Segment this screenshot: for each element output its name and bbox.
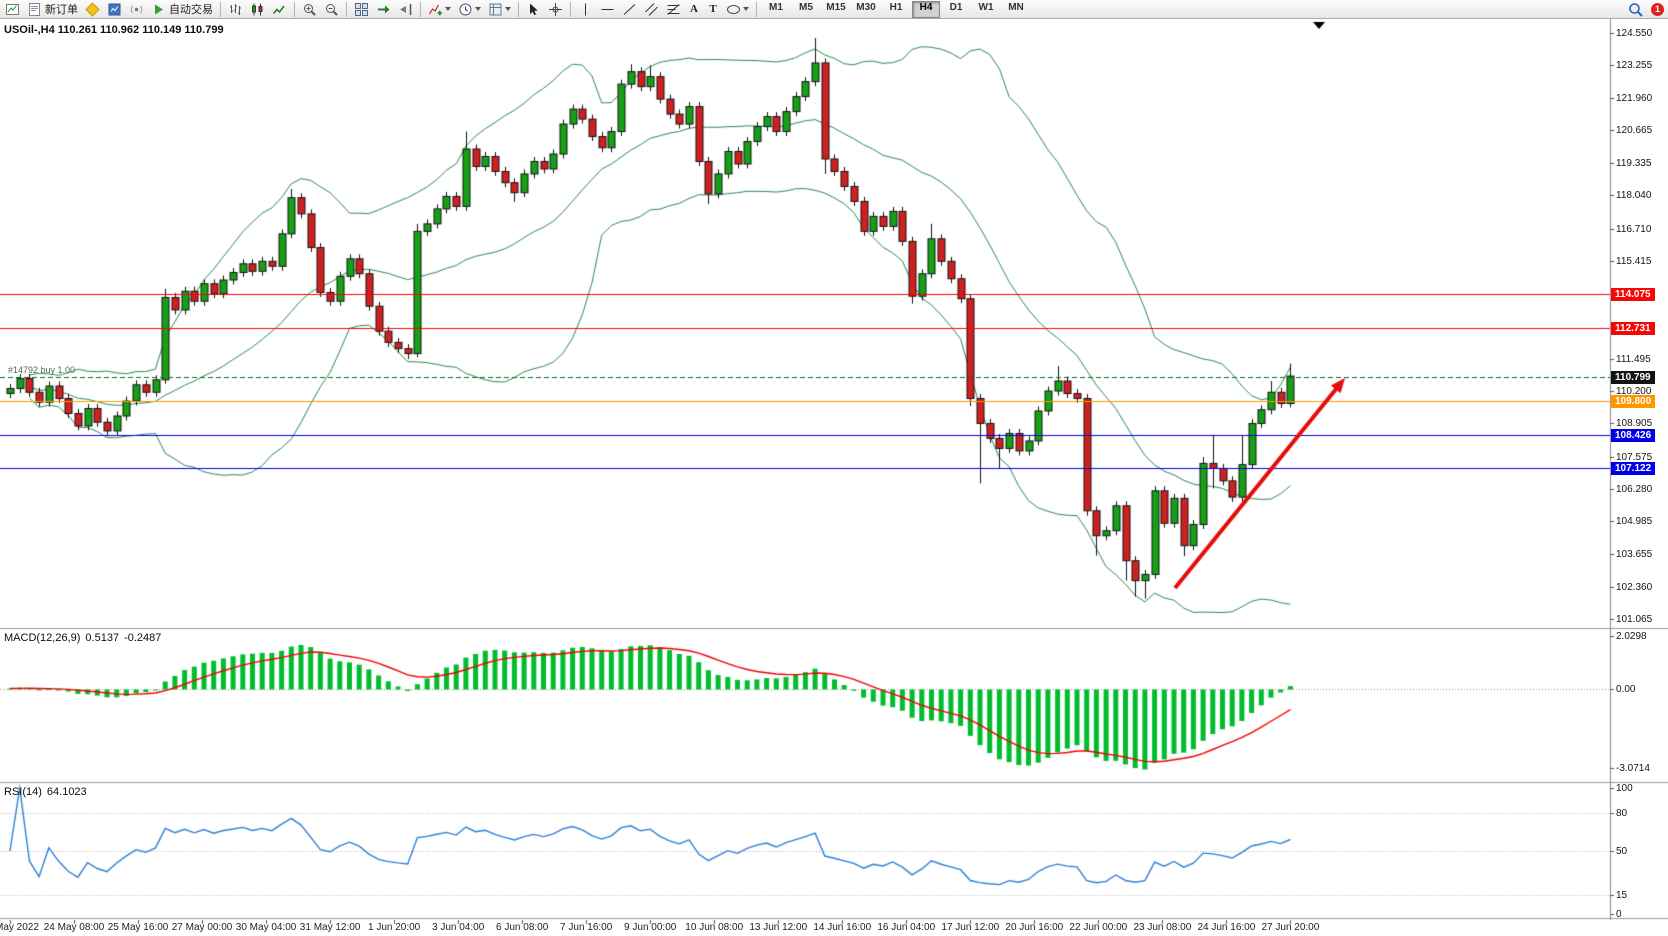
fibonacci-tool-icon[interactable] bbox=[663, 0, 684, 19]
crosshair-icon[interactable] bbox=[545, 0, 566, 19]
periods-icon[interactable] bbox=[455, 0, 484, 19]
dropdown-arrow-icon bbox=[445, 7, 451, 11]
timeframe-button-mn[interactable]: MN bbox=[1008, 1, 1024, 13]
toolbar-separator bbox=[294, 1, 295, 17]
toolbar-separator bbox=[220, 1, 221, 17]
new-order-icon bbox=[29, 2, 40, 16]
signals-icon[interactable] bbox=[126, 0, 147, 19]
indicators-icon[interactable] bbox=[425, 0, 454, 19]
price-scale[interactable] bbox=[1610, 19, 1668, 901]
tile-windows-icon[interactable] bbox=[351, 0, 372, 19]
label-tool-icon[interactable]: T bbox=[709, 3, 717, 15]
toolbar-separator bbox=[518, 1, 519, 17]
timeframe-button-m5[interactable]: M5 bbox=[799, 1, 813, 13]
timeframe-button-m1[interactable]: M1 bbox=[769, 1, 783, 13]
cursor-icon[interactable] bbox=[523, 0, 544, 19]
timeframe-button-m15[interactable]: M15 bbox=[826, 1, 846, 13]
auto-scroll-icon[interactable] bbox=[373, 0, 394, 19]
bar-chart-icon[interactable] bbox=[225, 0, 246, 19]
metaeditor-icon[interactable] bbox=[82, 0, 103, 19]
trendline-tool-icon[interactable] bbox=[619, 0, 640, 19]
timeframe-button-d1[interactable]: D1 bbox=[949, 1, 963, 13]
toolbar: 新订单 自动交易 A T M1 M5 M15 M30 H1 H4 D1 W1 MN 1 bbox=[0, 0, 1668, 19]
toolbar-separator bbox=[420, 1, 421, 17]
timeframe-button-h1[interactable]: H1 bbox=[889, 1, 903, 13]
dropdown-arrow-icon bbox=[743, 7, 749, 11]
auto-trading-label: 自动交易 bbox=[169, 4, 213, 16]
new-chart-icon[interactable] bbox=[2, 0, 23, 19]
chart-shift-icon[interactable] bbox=[395, 0, 416, 19]
timeframe-button-h4[interactable]: H4 bbox=[912, 0, 940, 18]
timeframe-button-w1[interactable]: W1 bbox=[978, 1, 994, 13]
templates-icon[interactable] bbox=[485, 0, 514, 19]
market-watch-icon[interactable] bbox=[104, 0, 125, 19]
notification-badge[interactable]: 1 bbox=[1651, 2, 1664, 16]
candlestick-chart-icon[interactable] bbox=[247, 0, 268, 19]
vertical-line-tool-icon[interactable] bbox=[575, 0, 596, 19]
timeframe-group: M1 M5 M15 M30 H1 H4 D1 W1 MN bbox=[761, 0, 1031, 18]
toolbar-separator bbox=[570, 1, 571, 17]
zoom-in-icon[interactable] bbox=[299, 0, 320, 19]
auto-trading-button[interactable]: 自动交易 bbox=[148, 0, 216, 19]
new-order-button[interactable]: 新订单 bbox=[24, 0, 81, 19]
horizontal-line-tool-icon[interactable] bbox=[597, 0, 618, 19]
new-order-label: 新订单 bbox=[45, 4, 78, 16]
dropdown-arrow-icon bbox=[475, 7, 481, 11]
toolbar-separator bbox=[346, 1, 347, 17]
play-icon bbox=[155, 4, 163, 14]
search-icon[interactable] bbox=[1625, 0, 1646, 19]
time-scale[interactable] bbox=[0, 920, 1610, 936]
toolbar-separator bbox=[756, 1, 757, 17]
line-chart-icon[interactable] bbox=[269, 0, 290, 19]
dropdown-arrow-icon bbox=[505, 7, 511, 11]
shapes-tool-icon[interactable] bbox=[723, 0, 752, 19]
text-tool-icon[interactable]: A bbox=[690, 3, 698, 15]
price-chart-canvas[interactable] bbox=[0, 19, 1668, 936]
timeframe-button-m30[interactable]: M30 bbox=[856, 1, 876, 13]
channel-tool-icon[interactable] bbox=[641, 0, 662, 19]
zoom-out-icon[interactable] bbox=[321, 0, 342, 19]
